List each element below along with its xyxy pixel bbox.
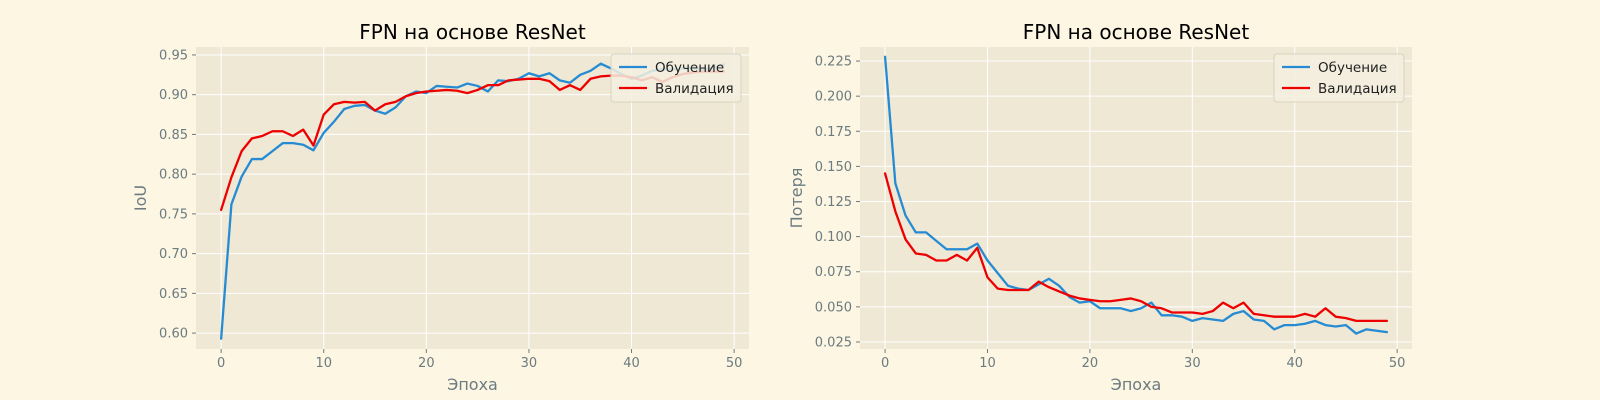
y-tick-label: 0.025 — [815, 335, 852, 350]
y-tick-label: 0.95 — [159, 48, 188, 63]
y-axis-label: Потеря — [787, 168, 806, 229]
series-line-validation — [883, 172, 1389, 323]
chart-title: FPN на основе ResNet — [1023, 20, 1250, 44]
y-tick-label: 0.70 — [159, 247, 188, 262]
legend-label: Обучение — [655, 60, 724, 76]
chart-loss: 0 10 20 30 40 50 0.025 0.050 0.075 0.100 0.125 0.15… — [787, 20, 1412, 394]
chart-title: FPN на основе ResNet — [359, 20, 586, 44]
legend-label: Обучение — [1318, 60, 1387, 76]
chart-iou: 0 10 20 30 40 50 0.60 0.65 0.70 0.75 0.80 0.85 0.90 0… — [131, 20, 749, 394]
x-tick-label: 50 — [1389, 356, 1406, 371]
y-tick-label: 0.175 — [815, 125, 852, 140]
legend-label: Валидация — [1318, 81, 1397, 97]
x-tick-label: 30 — [521, 356, 538, 371]
y-axis-label: IoU — [131, 185, 150, 211]
y-tick-label: 0.100 — [815, 230, 852, 245]
y-tick-label: 0.75 — [159, 207, 188, 222]
y-tick-label: 0.150 — [815, 160, 852, 175]
legend-label: Валидация — [655, 81, 734, 97]
x-tick-label: 40 — [623, 356, 640, 371]
legend: Обучение Валидация — [610, 53, 742, 103]
y-tick-label: 0.125 — [815, 195, 852, 210]
x-tick-label: 0 — [881, 356, 889, 371]
legend: Обучение Валидация — [1273, 53, 1405, 103]
x-tick-label: 20 — [418, 356, 435, 371]
x-tick-label: 10 — [315, 356, 332, 371]
y-tick-label: 0.85 — [159, 128, 188, 143]
y-tick-label: 0.65 — [159, 287, 188, 302]
x-axis-label: Эпоха — [447, 375, 498, 394]
y-tick-label: 0.225 — [815, 55, 852, 70]
y-tick-label: 0.075 — [815, 265, 852, 280]
x-tick-label: 20 — [1082, 356, 1099, 371]
series-line-train — [883, 55, 1389, 335]
y-tick-label: 0.200 — [815, 90, 852, 105]
x-tick-label: 50 — [726, 356, 743, 371]
y-tick-label: 0.60 — [159, 327, 188, 342]
x-tick-label: 0 — [217, 356, 225, 371]
y-tick-label: 0.050 — [815, 300, 852, 315]
y-tick-label: 0.90 — [159, 88, 188, 103]
x-tick-label: 30 — [1184, 356, 1201, 371]
x-axis-label: Эпоха — [1111, 375, 1162, 394]
y-tick-label: 0.80 — [159, 168, 188, 183]
x-tick-label: 10 — [979, 356, 996, 371]
x-tick-label: 40 — [1286, 356, 1303, 371]
